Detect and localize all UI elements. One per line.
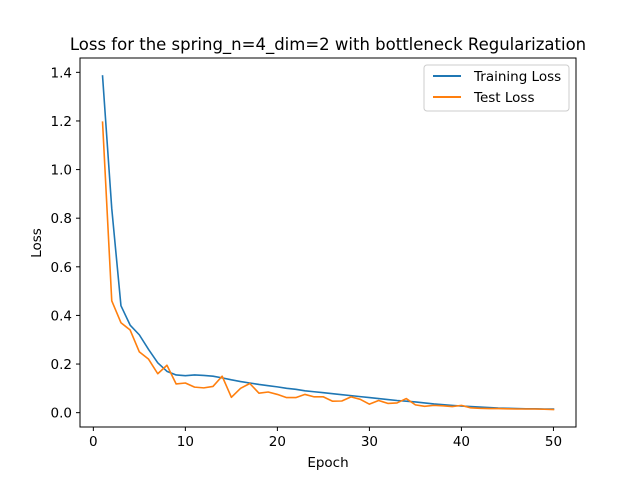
chart-title: Loss for the spring_n=4_dim=2 with bottl… bbox=[70, 35, 586, 55]
x-tick-label: 30 bbox=[361, 434, 378, 450]
y-tick-label: 0.8 bbox=[51, 211, 72, 227]
x-tick-label: 40 bbox=[453, 434, 470, 450]
legend-label-test-loss: Test Loss bbox=[473, 90, 535, 106]
x-axis-ticks: 0 10 20 30 40 50 bbox=[89, 427, 562, 450]
y-axis-ticks: 0.0 0.2 0.4 0.6 0.8 1.0 1.2 1.4 bbox=[51, 65, 80, 422]
x-tick-label: 10 bbox=[177, 434, 194, 450]
axes-frame bbox=[79, 57, 577, 428]
y-tick-label: 1.4 bbox=[51, 65, 72, 81]
y-tick-label: 0.6 bbox=[51, 260, 72, 276]
x-tick-label: 0 bbox=[89, 434, 98, 450]
plot-area bbox=[101, 75, 555, 411]
y-tick-label: 1.2 bbox=[51, 114, 72, 130]
x-tick-label: 20 bbox=[269, 434, 286, 450]
x-axis-label: Epoch bbox=[307, 455, 348, 471]
y-tick-label: 1.0 bbox=[51, 163, 72, 179]
legend: Training Loss Test Loss bbox=[423, 64, 570, 112]
series-line-test-loss bbox=[101, 121, 555, 411]
y-tick-label: 0.2 bbox=[51, 357, 72, 373]
y-tick-label: 0.0 bbox=[51, 406, 72, 422]
y-axis-label: Loss bbox=[29, 228, 45, 258]
y-tick-label: 0.4 bbox=[51, 308, 72, 324]
series-line-training-loss bbox=[101, 75, 555, 410]
legend-label-training-loss: Training Loss bbox=[473, 69, 561, 85]
x-tick-label: 50 bbox=[545, 434, 562, 450]
